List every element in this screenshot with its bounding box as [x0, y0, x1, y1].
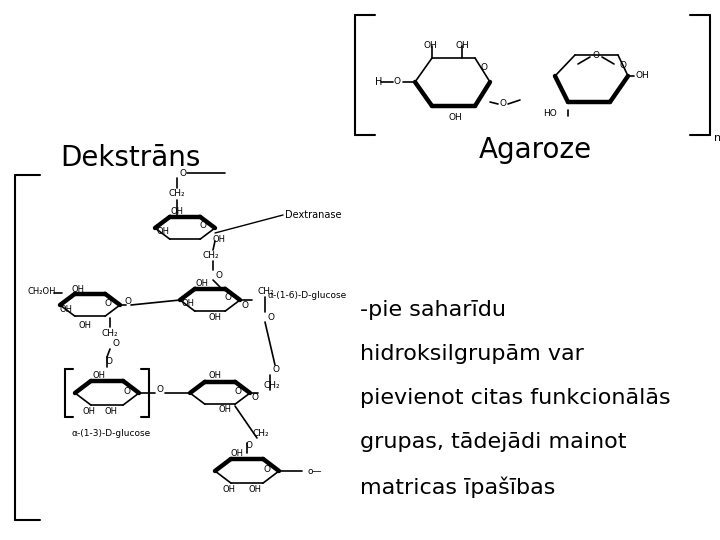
Text: O: O — [112, 339, 120, 348]
Text: O: O — [125, 298, 132, 307]
Text: o—: o— — [307, 467, 322, 476]
Text: Dekstrāns: Dekstrāns — [60, 144, 200, 172]
Text: α-(1-6)-D-glucose: α-(1-6)-D-glucose — [268, 291, 347, 300]
Text: O: O — [268, 313, 274, 321]
Text: O: O — [246, 441, 253, 449]
Text: O: O — [124, 387, 130, 395]
Text: OH: OH — [448, 112, 462, 122]
Text: OH: OH — [71, 286, 84, 294]
Text: CH₂: CH₂ — [258, 287, 274, 296]
Text: OH: OH — [92, 370, 106, 380]
Text: matricas īpašības: matricas īpašības — [360, 476, 555, 497]
Text: CH₂OH: CH₂OH — [28, 287, 56, 295]
Text: O: O — [272, 366, 279, 375]
Text: O: O — [156, 386, 163, 395]
Text: -pie saharīdu: -pie saharīdu — [360, 300, 506, 320]
Text: OH: OH — [423, 42, 437, 51]
Text: CH₂: CH₂ — [253, 429, 269, 437]
Text: α-(1-3)-D-glucose: α-(1-3)-D-glucose — [71, 429, 150, 437]
Text: OH: OH — [156, 227, 169, 237]
Text: OH: OH — [222, 484, 235, 494]
Text: OH: OH — [209, 313, 222, 321]
Text: grupas, tādejādi mainot: grupas, tādejādi mainot — [360, 432, 626, 452]
Text: O: O — [106, 356, 112, 366]
Text: O: O — [104, 299, 112, 307]
Text: O: O — [199, 221, 207, 231]
Text: O: O — [264, 464, 271, 474]
Text: OH: OH — [196, 279, 209, 287]
Text: CH₂: CH₂ — [102, 328, 118, 338]
Text: O: O — [179, 168, 186, 178]
Text: OH: OH — [212, 235, 225, 245]
Text: H: H — [375, 77, 382, 87]
Text: OH: OH — [218, 406, 232, 415]
Text: OH: OH — [83, 407, 96, 415]
Text: Dextranase: Dextranase — [285, 210, 341, 220]
Text: OH: OH — [104, 407, 117, 415]
Text: CH₂: CH₂ — [264, 381, 280, 389]
Text: hidroksilgrupām var: hidroksilgrupām var — [360, 344, 584, 364]
Text: O: O — [251, 394, 258, 402]
Text: OH: OH — [636, 71, 649, 80]
Text: CH₂: CH₂ — [203, 252, 220, 260]
Text: O: O — [235, 387, 241, 395]
Text: OH: OH — [171, 206, 184, 215]
Text: CH₂: CH₂ — [168, 190, 185, 199]
Text: O: O — [215, 272, 222, 280]
Text: O: O — [394, 78, 400, 86]
Text: n: n — [714, 133, 720, 143]
Text: O: O — [225, 294, 232, 302]
Text: O: O — [619, 60, 626, 70]
Text: pievienot citas funkcionālās: pievienot citas funkcionālās — [360, 388, 670, 408]
Text: O: O — [241, 300, 248, 309]
Text: OH: OH — [60, 306, 73, 314]
Text: OH: OH — [209, 372, 222, 381]
Text: HO: HO — [544, 110, 557, 118]
Text: OH: OH — [78, 321, 91, 329]
Text: OH: OH — [248, 484, 261, 494]
Text: OH: OH — [455, 42, 469, 51]
Text: O: O — [500, 99, 506, 109]
Text: OH: OH — [230, 449, 243, 457]
Text: O: O — [593, 51, 600, 59]
Text: O: O — [480, 64, 487, 72]
Text: OH: OH — [181, 300, 194, 308]
Text: Agaroze: Agaroze — [478, 136, 592, 164]
